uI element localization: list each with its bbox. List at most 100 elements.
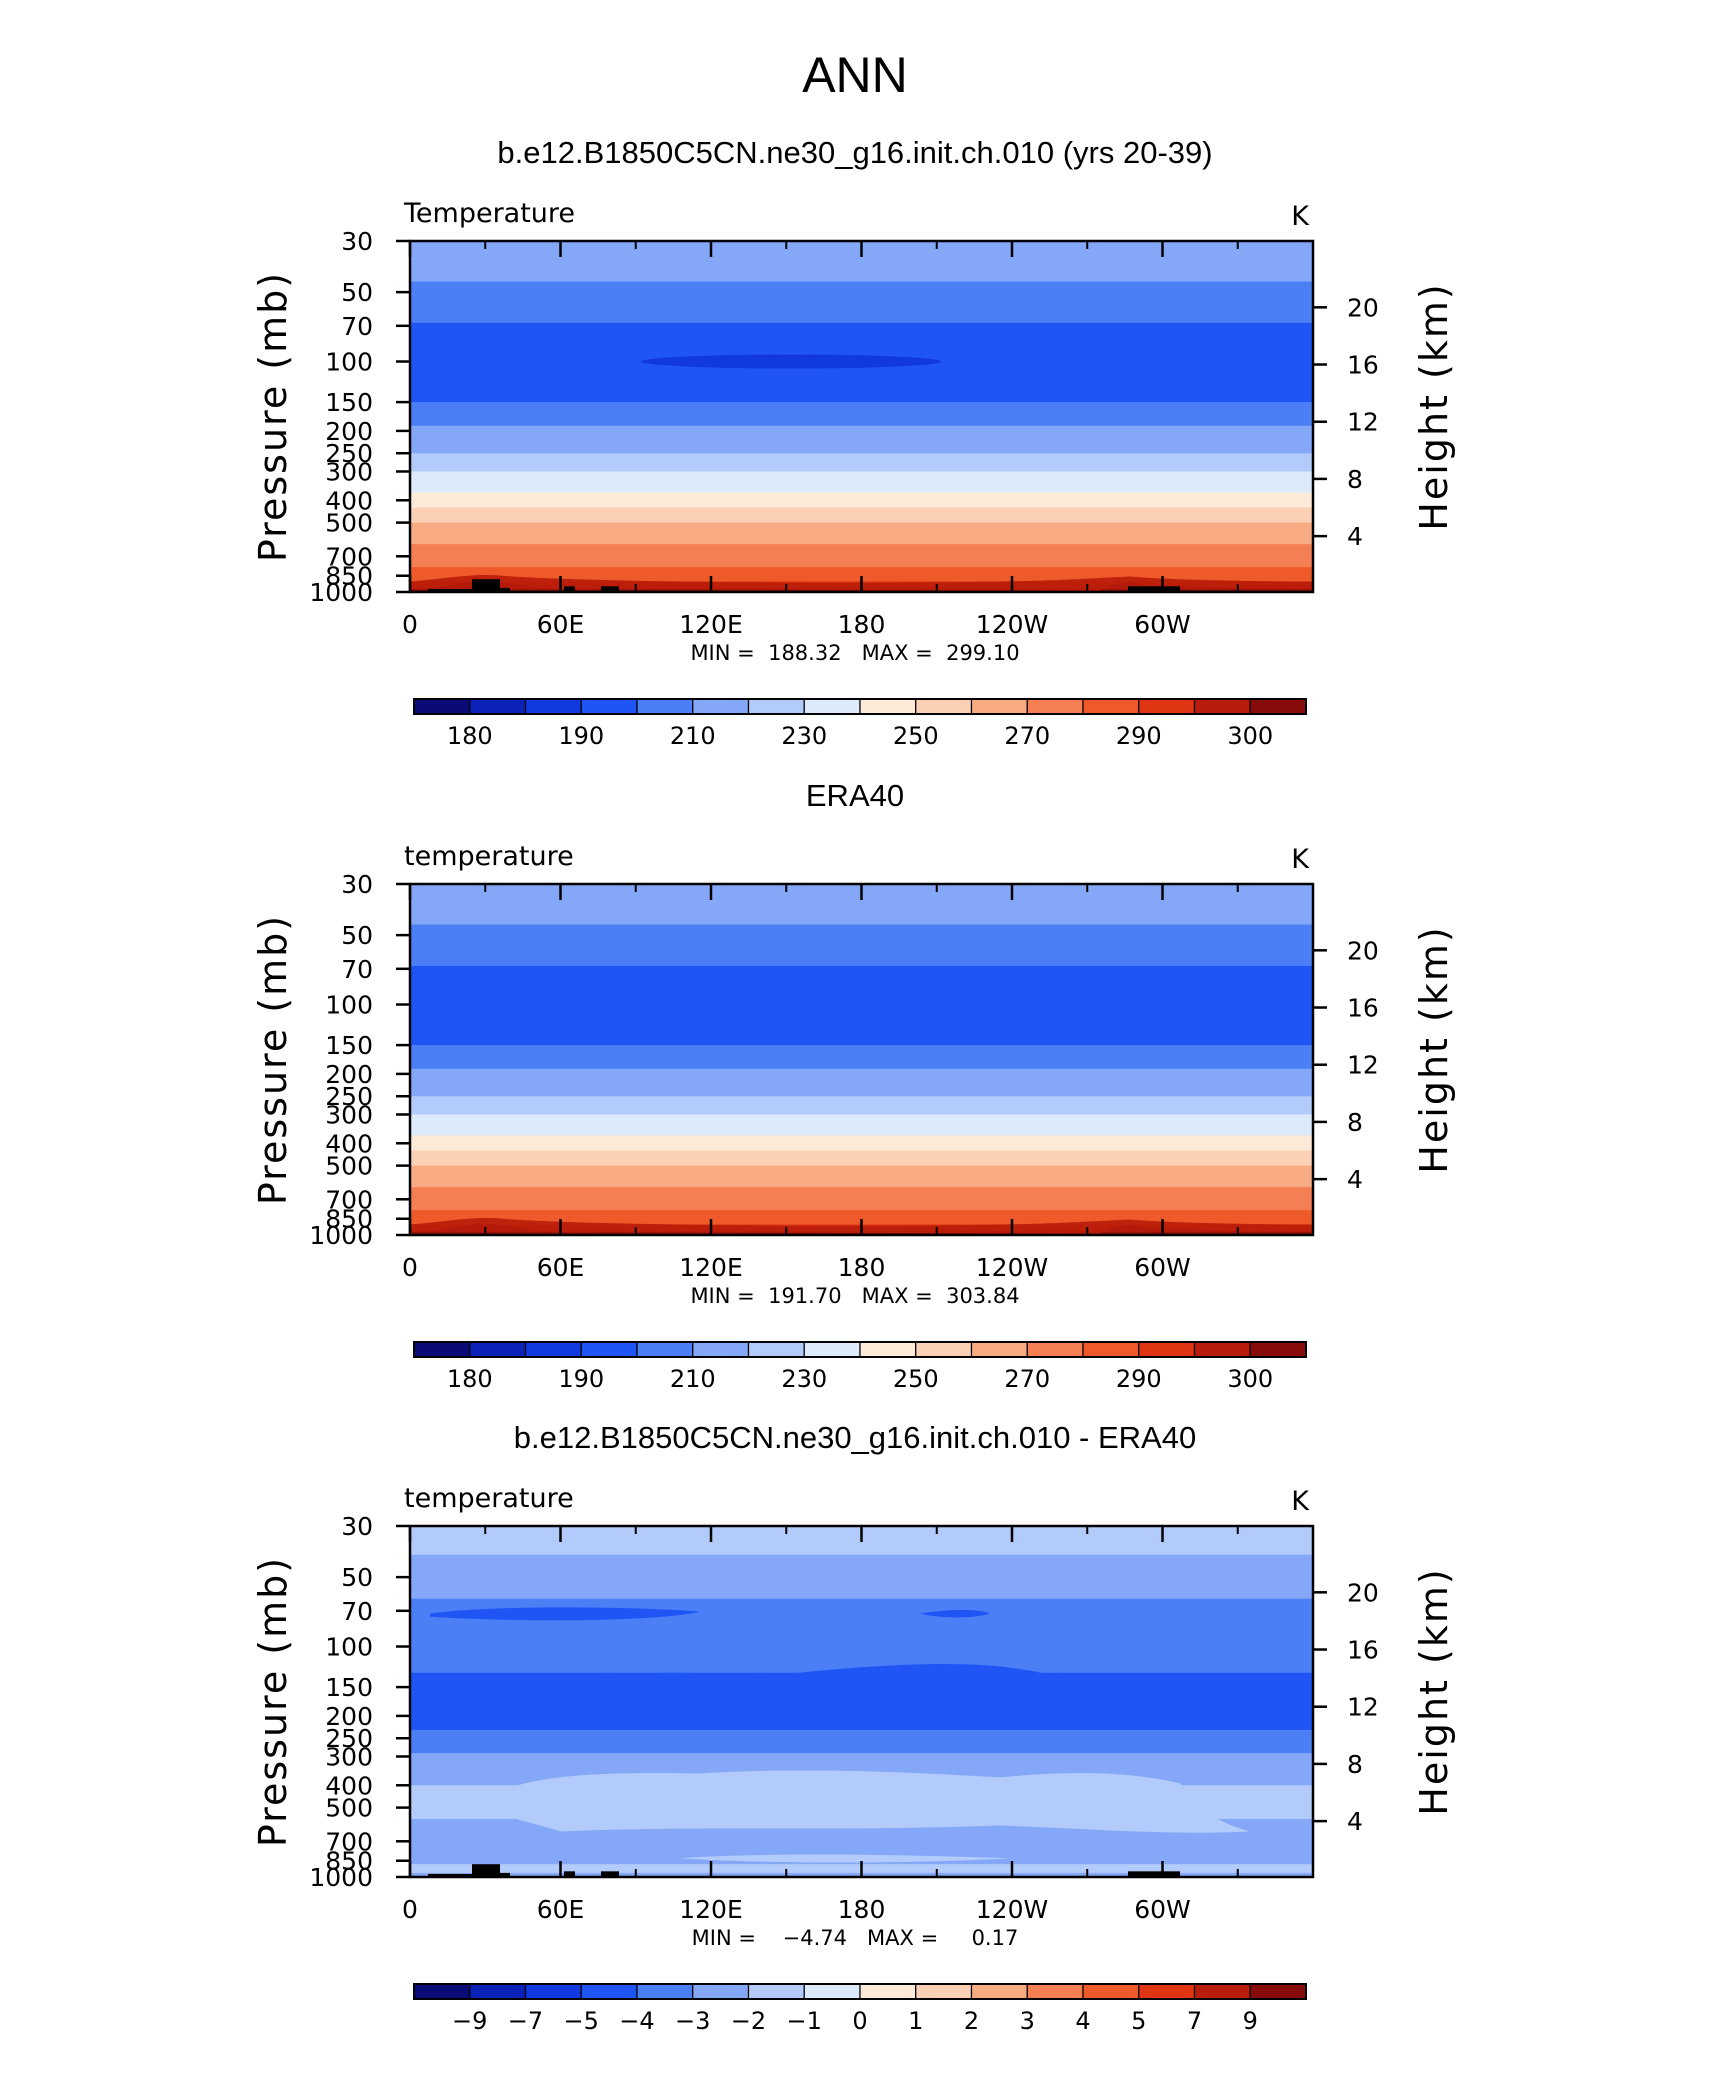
colorbar-cell [972, 1984, 1028, 1999]
y-right-tick-label: 4 [1347, 1807, 1363, 1836]
contour-band [410, 1187, 1313, 1211]
colorbar-label: 9 [1243, 2007, 1258, 2035]
y-right-tick-label: 20 [1347, 293, 1379, 322]
colorbar-cell [1195, 1984, 1251, 1999]
y-tick-label: 50 [341, 921, 373, 950]
x-tick-label: 180 [838, 610, 886, 639]
y-right-tick-label: 16 [1347, 351, 1379, 380]
y-right-tick-label: 12 [1347, 408, 1379, 437]
x-tick-label: 60W [1134, 610, 1191, 639]
y-right-tick-label: 20 [1347, 936, 1379, 965]
colorbar-cell [1027, 699, 1083, 714]
y-right-tick-label: 8 [1347, 1750, 1363, 1779]
x-tick-label: 120E [679, 1895, 743, 1924]
colorbar-cell [637, 1342, 693, 1357]
contour-band [410, 925, 1313, 967]
colorbar-cell [1250, 1342, 1306, 1357]
y-right-tick-label: 20 [1347, 1578, 1379, 1607]
colorbar-cell [749, 1984, 805, 1999]
y-right-tick-label: 8 [1347, 465, 1363, 494]
colorbar-cell [1250, 1984, 1306, 1999]
y-right-tick-label: 4 [1347, 1165, 1363, 1194]
y-tick-label: 100 [325, 1633, 373, 1662]
y-tick-label: 500 [325, 1152, 373, 1181]
contour-band [410, 282, 1313, 324]
y-right-tick-label: 12 [1347, 1051, 1379, 1080]
colorbar-cell [1139, 699, 1195, 714]
x-tick-label: 0 [402, 610, 418, 639]
colorbar-cell [414, 1984, 470, 1999]
y-tick-label: 150 [325, 1031, 373, 1060]
panel-title: b.e12.B1850C5CN.ne30_g16.init.ch.010 - E… [514, 1420, 1196, 1455]
contour-band [410, 1114, 1313, 1136]
x-tick-label: 60E [537, 1895, 585, 1924]
colorbar-cell [693, 1342, 749, 1357]
x-tick-label: 0 [402, 1895, 418, 1924]
units-label: K [1291, 201, 1310, 232]
contour-band [410, 1135, 1313, 1151]
x-tick-label: 60W [1134, 1253, 1191, 1282]
contour-band [410, 471, 1313, 493]
colorbar-label: 300 [1227, 1365, 1273, 1393]
plot-area [410, 884, 1313, 1236]
colorbar-cell [860, 1342, 916, 1357]
diff-blob-minus1 [480, 1770, 1250, 1832]
contour-band [410, 1151, 1313, 1167]
colorbar-cell [860, 1984, 916, 1999]
y-tick-label: 70 [341, 955, 373, 984]
y-tick-label: 1000 [309, 1221, 373, 1250]
cold-core-lens [641, 355, 941, 369]
colorbar-cell [526, 1984, 582, 1999]
colorbar-cell [1139, 1984, 1195, 1999]
y-right-tick-label: 16 [1347, 994, 1379, 1023]
colorbar-cell [1195, 1342, 1251, 1357]
colorbar-cell [1083, 1342, 1139, 1357]
x-tick-label: 60E [537, 1253, 585, 1282]
contour-band [410, 1730, 1313, 1754]
y-right-tick-label: 12 [1347, 1693, 1379, 1722]
contour-band [410, 523, 1313, 545]
y-right-tick-label: 8 [1347, 1108, 1363, 1137]
units-label: K [1291, 1486, 1310, 1517]
colorbar-label: 3 [1020, 2007, 1035, 2035]
x-tick-label: 60E [537, 610, 585, 639]
colorbar-label: 250 [893, 722, 939, 750]
colorbar-label: −3 [675, 2007, 710, 2035]
colorbar-cell [916, 1984, 972, 1999]
colorbar-label: 230 [781, 722, 827, 750]
colorbar-cell [526, 1342, 582, 1357]
colorbar-cell [1083, 1984, 1139, 1999]
y-tick-label: 1000 [309, 578, 373, 607]
colorbar-cell [1027, 1342, 1083, 1357]
colorbar-label: 1 [908, 2007, 923, 2035]
contour-band [410, 1555, 1313, 1599]
variable-label: temperature [404, 1483, 574, 1514]
colorbar-label: 5 [1131, 2007, 1146, 2035]
colorbar-cell [693, 699, 749, 714]
colorbar-cell [470, 1984, 526, 1999]
colorbar-cell [749, 1342, 805, 1357]
colorbar-label: 250 [893, 1365, 939, 1393]
contour-band [410, 453, 1313, 472]
x-tick-label: 180 [838, 1895, 886, 1924]
colorbar-cell [637, 1984, 693, 1999]
contour-band [410, 1045, 1313, 1069]
colorbar-label: 290 [1116, 1365, 1162, 1393]
colorbar-cell [804, 1342, 860, 1357]
y-axis-title-right: Height (km) [1412, 1567, 1456, 1815]
colorbar-cell [860, 699, 916, 714]
colorbar-cell [414, 1342, 470, 1357]
colorbar-cell [749, 699, 805, 714]
contour-band [410, 544, 1313, 568]
contour-band [410, 402, 1313, 426]
y-axis-title: Pressure (mb) [251, 1556, 295, 1847]
contour-band [410, 1618, 1313, 1657]
colorbar-cell [1139, 1342, 1195, 1357]
y-tick-label: 50 [341, 1563, 373, 1592]
colorbar-cell [526, 699, 582, 714]
x-tick-label: 120W [976, 1895, 1048, 1924]
y-tick-label: 70 [341, 1597, 373, 1626]
y-tick-label: 30 [341, 870, 373, 899]
x-tick-label: 120W [976, 1253, 1048, 1282]
